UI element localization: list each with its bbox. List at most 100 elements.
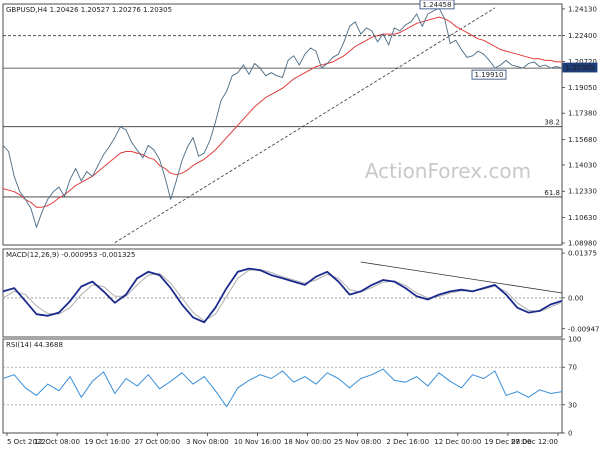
data-point — [315, 66, 317, 67]
data-point — [438, 295, 440, 297]
data-point — [131, 151, 132, 152]
data-point — [416, 376, 418, 377]
y-tick-label: 1.22400 — [568, 32, 597, 40]
data-point — [259, 101, 261, 103]
data-point — [539, 58, 541, 60]
data-point — [147, 271, 149, 273]
data-point — [460, 29, 462, 30]
data-point — [528, 309, 529, 311]
data-point — [326, 372, 328, 374]
data-point — [248, 269, 250, 271]
data-point — [114, 157, 116, 159]
data-point — [455, 39, 457, 41]
data-point — [41, 211, 43, 213]
data-point — [170, 380, 172, 382]
data-point — [276, 75, 278, 77]
data-point — [24, 300, 26, 302]
data-point — [304, 53, 306, 55]
data-point — [505, 395, 507, 396]
data-point — [69, 189, 71, 191]
data-point — [561, 391, 563, 393]
data-point — [237, 277, 239, 279]
data-point — [360, 33, 362, 35]
data-point — [114, 137, 116, 139]
data-point — [315, 50, 317, 52]
data-point — [460, 289, 462, 291]
data-point — [516, 391, 518, 393]
data-point — [326, 274, 328, 275]
data-point — [136, 149, 138, 151]
data-point — [550, 67, 552, 69]
data-point — [494, 370, 496, 372]
data-point — [365, 27, 367, 29]
data-point — [153, 149, 155, 151]
data-point — [556, 61, 557, 63]
watermark: ActionForex.com — [365, 159, 531, 183]
data-point — [181, 172, 183, 174]
data-point — [522, 55, 524, 57]
data-point — [215, 307, 216, 309]
data-point — [494, 46, 496, 47]
data-point — [427, 19, 429, 21]
data-point — [215, 390, 216, 392]
data-point — [231, 75, 233, 77]
data-point — [500, 64, 501, 66]
data-point — [187, 169, 188, 171]
data-point — [511, 52, 513, 54]
data-point — [36, 206, 37, 208]
y-tick-label: 1.15680 — [568, 136, 597, 144]
data-point — [30, 202, 32, 203]
x-tick-label: 25 Nov 08:00 — [334, 438, 381, 446]
data-point — [550, 59, 552, 61]
data-point — [209, 140, 211, 142]
macd-panel: 0.01375 0.00 -0.00947 MACD(12,26,9) -0.0009… — [2, 248, 599, 338]
data-point — [47, 383, 49, 385]
data-point — [92, 281, 93, 282]
data-point — [58, 197, 60, 199]
data-point — [237, 387, 239, 389]
data-point — [561, 301, 563, 303]
data-point — [30, 208, 32, 210]
data-point — [354, 21, 356, 23]
data-point — [494, 284, 496, 286]
data-point — [58, 390, 60, 392]
data-point — [282, 276, 283, 278]
data-point — [304, 284, 306, 286]
data-point — [427, 385, 429, 387]
data-point — [416, 22, 418, 24]
level-label: 61.8 — [544, 189, 560, 197]
data-point — [142, 154, 144, 156]
y-tick-label: 30 — [568, 401, 577, 409]
data-point — [47, 313, 49, 314]
data-point — [287, 59, 289, 61]
data-point — [41, 206, 43, 208]
data-point — [181, 372, 183, 374]
data-point — [231, 131, 233, 132]
data-point — [103, 166, 105, 168]
data-point — [47, 205, 49, 207]
data-point — [393, 33, 395, 35]
data-point — [147, 144, 149, 146]
data-point — [550, 393, 552, 394]
data-point — [516, 66, 518, 67]
data-point — [488, 59, 490, 61]
data-point — [393, 27, 395, 29]
data-point — [270, 378, 272, 379]
data-point — [24, 199, 26, 200]
data-point — [282, 277, 283, 279]
data-point — [433, 10, 434, 12]
data-point — [298, 64, 300, 66]
data-point — [192, 312, 194, 313]
data-point — [516, 307, 518, 309]
data-point — [293, 279, 295, 281]
data-point — [460, 387, 462, 389]
x-tick-label: 10 Nov 16:00 — [234, 438, 281, 446]
x-tick-label: 27 Dec 12:00 — [511, 438, 558, 446]
data-point — [237, 271, 239, 273]
data-point — [181, 304, 183, 305]
data-point — [108, 161, 110, 163]
data-point — [248, 112, 250, 114]
data-point — [416, 292, 418, 294]
data-point — [472, 290, 473, 292]
panel-frame — [2, 3, 563, 246]
